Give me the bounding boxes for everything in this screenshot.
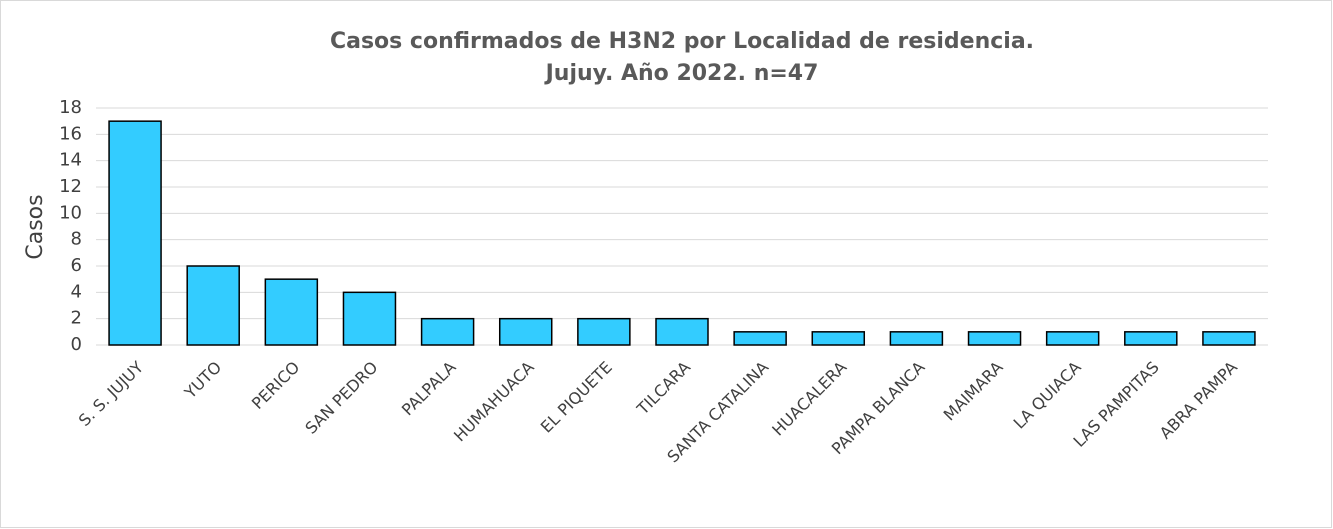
y-tick-label: 16 (59, 123, 82, 144)
bar (1045, 331, 1100, 346)
y-tick-label: 2 (71, 308, 82, 329)
bar (342, 291, 397, 346)
y-tick-label: 4 (71, 281, 82, 302)
bar (967, 331, 1022, 346)
bar (577, 317, 631, 346)
bar (108, 120, 162, 346)
y-tick-label: 14 (59, 150, 82, 171)
bar (498, 317, 553, 346)
y-tick-label: 10 (59, 202, 82, 223)
chart-title: Casos confirmados de H3N2 por Localidad … (330, 29, 1034, 54)
bar (889, 331, 944, 346)
chart-title: Jujuy. Año 2022. n=47 (544, 61, 819, 86)
bar (733, 331, 787, 346)
bar (1202, 331, 1256, 346)
y-tick-label: 18 (59, 97, 82, 118)
y-tick-label: 12 (59, 176, 82, 197)
bar (264, 278, 319, 346)
y-axis-label: Casos (23, 194, 48, 259)
bar (811, 331, 866, 346)
y-tick-label: 8 (71, 229, 82, 250)
bar (186, 265, 240, 346)
bar (655, 317, 709, 346)
y-tick-label: 0 (71, 334, 82, 355)
y-tick-label: 6 (71, 255, 82, 276)
bar (420, 317, 475, 346)
bar (1124, 331, 1178, 346)
